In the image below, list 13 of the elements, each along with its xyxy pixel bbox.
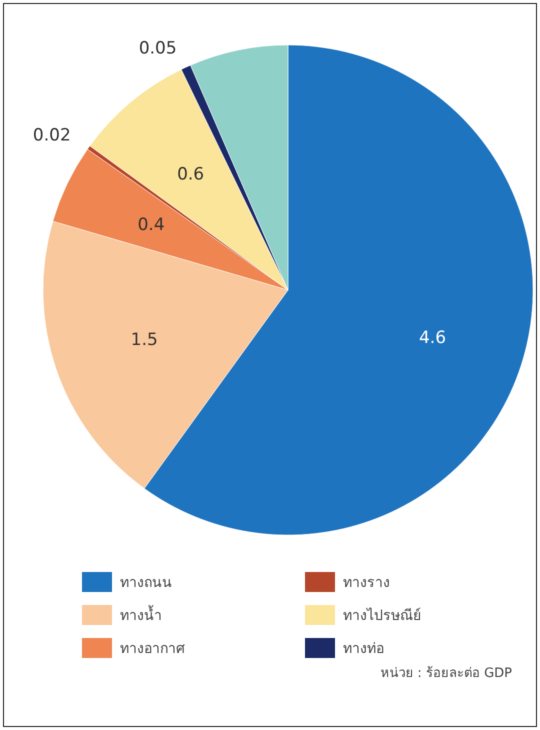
data-label: 1.5: [130, 330, 158, 350]
legend-label: ทางราง: [343, 575, 390, 591]
legend-label: ทางถนน: [120, 575, 172, 591]
legend-label: ทางน้ำ: [120, 605, 162, 624]
legend-label: ทางท่อ: [343, 641, 384, 657]
data-label: 0.4: [138, 215, 165, 236]
data-label: 0.05: [138, 38, 177, 58]
data-label: 0.6: [177, 164, 204, 184]
text: หน่วย : ร้อยละต่อ GDP: [380, 666, 512, 681]
legend-label: ทางไปรษณีย์: [343, 607, 421, 624]
legend-label: ทางอากาศ: [120, 641, 185, 657]
data-label: 4.6: [418, 328, 446, 348]
data-label: 0.02: [32, 126, 71, 146]
